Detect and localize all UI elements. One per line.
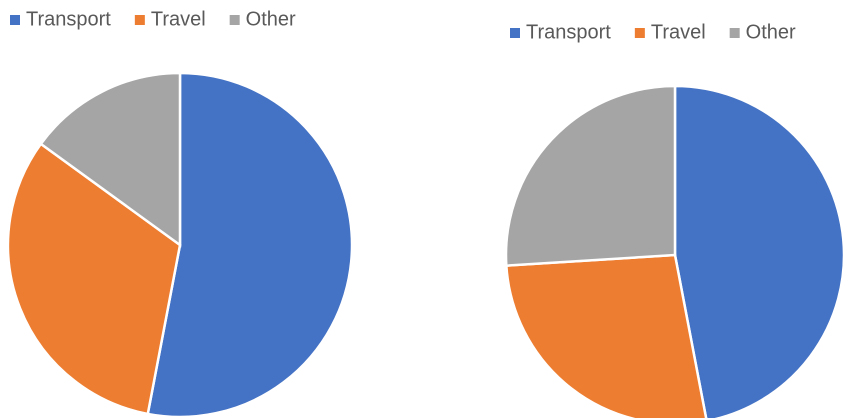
pie-slice (6, 142, 182, 416)
legend-label: Other (746, 21, 796, 43)
pie-slice (505, 253, 708, 418)
legend-label: Transport (526, 21, 611, 43)
legend-swatch (229, 15, 240, 25)
legend-label: Travel (151, 8, 206, 30)
pie-chart: Transport Travel Other (6, 8, 354, 418)
legend-label: Travel (651, 21, 706, 43)
legend-label: Transport (26, 8, 111, 30)
legend-swatch (134, 15, 145, 25)
pie-slice (504, 84, 677, 267)
pie-chart: Transport Travel Other (504, 21, 846, 418)
pie-slice (39, 71, 182, 248)
legend-swatch (510, 28, 520, 38)
pie-slice (673, 84, 846, 418)
legend-label: Other (246, 8, 296, 30)
legend-swatch (729, 28, 740, 38)
legend: Transport Travel Other (510, 21, 796, 43)
legend-swatch (634, 28, 645, 38)
pie-slice (146, 71, 354, 418)
legend: Transport Travel Other (10, 8, 296, 30)
legend-swatch (10, 15, 20, 25)
